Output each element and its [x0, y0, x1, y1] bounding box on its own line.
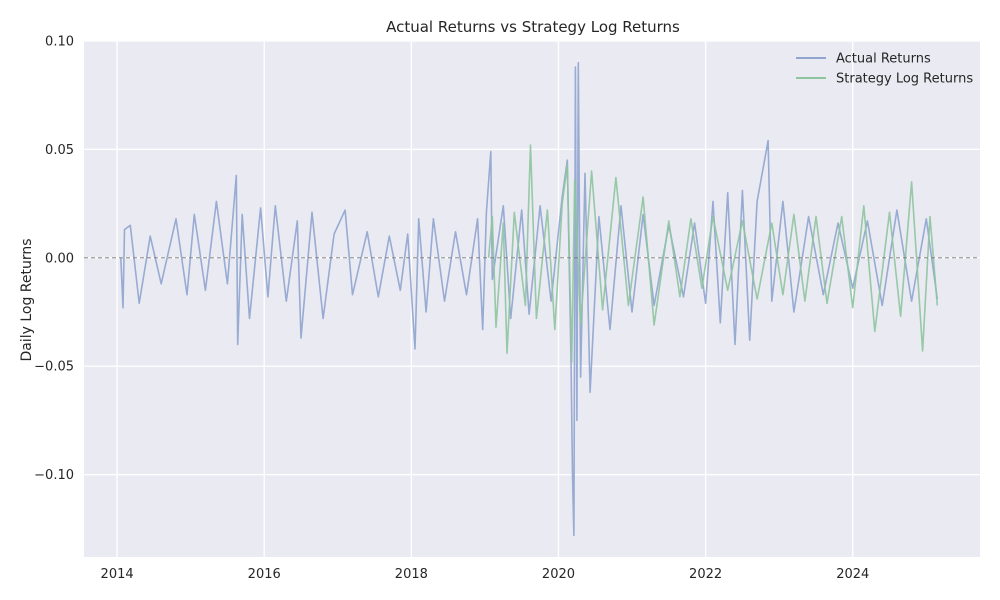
y-axis-title: Daily Log Returns — [19, 238, 35, 361]
series-line-1 — [120, 61, 939, 537]
legend-label: Strategy Log Returns — [836, 72, 973, 87]
x-axis-ticks: 2014 2016 2018 2020 2022 2024 — [101, 567, 870, 582]
x-tick-label: 2020 — [542, 567, 575, 582]
plot-area — [84, 41, 980, 557]
legend-label: Actual Returns — [836, 52, 931, 67]
y-tick-label: −0.05 — [34, 360, 74, 375]
chart-title: Actual Returns vs Strategy Log Returns — [386, 18, 680, 36]
y-tick-label: 0.10 — [45, 35, 74, 50]
y-tick-label: 0.05 — [45, 143, 74, 158]
x-tick-label: 2018 — [395, 567, 428, 582]
series-layer — [120, 61, 939, 537]
y-axis-ticks: 0.10 0.05 0.00 −0.05 −0.10 — [34, 35, 74, 484]
legend: Actual Returns Strategy Log Returns — [796, 52, 973, 87]
x-tick-label: 2014 — [101, 567, 134, 582]
y-tick-label: 0.00 — [45, 251, 74, 266]
x-tick-label: 2016 — [248, 567, 281, 582]
series-line-2 — [487, 144, 939, 363]
x-tick-label: 2022 — [689, 567, 722, 582]
x-tick-label: 2024 — [836, 567, 869, 582]
y-tick-label: −0.10 — [34, 468, 74, 483]
